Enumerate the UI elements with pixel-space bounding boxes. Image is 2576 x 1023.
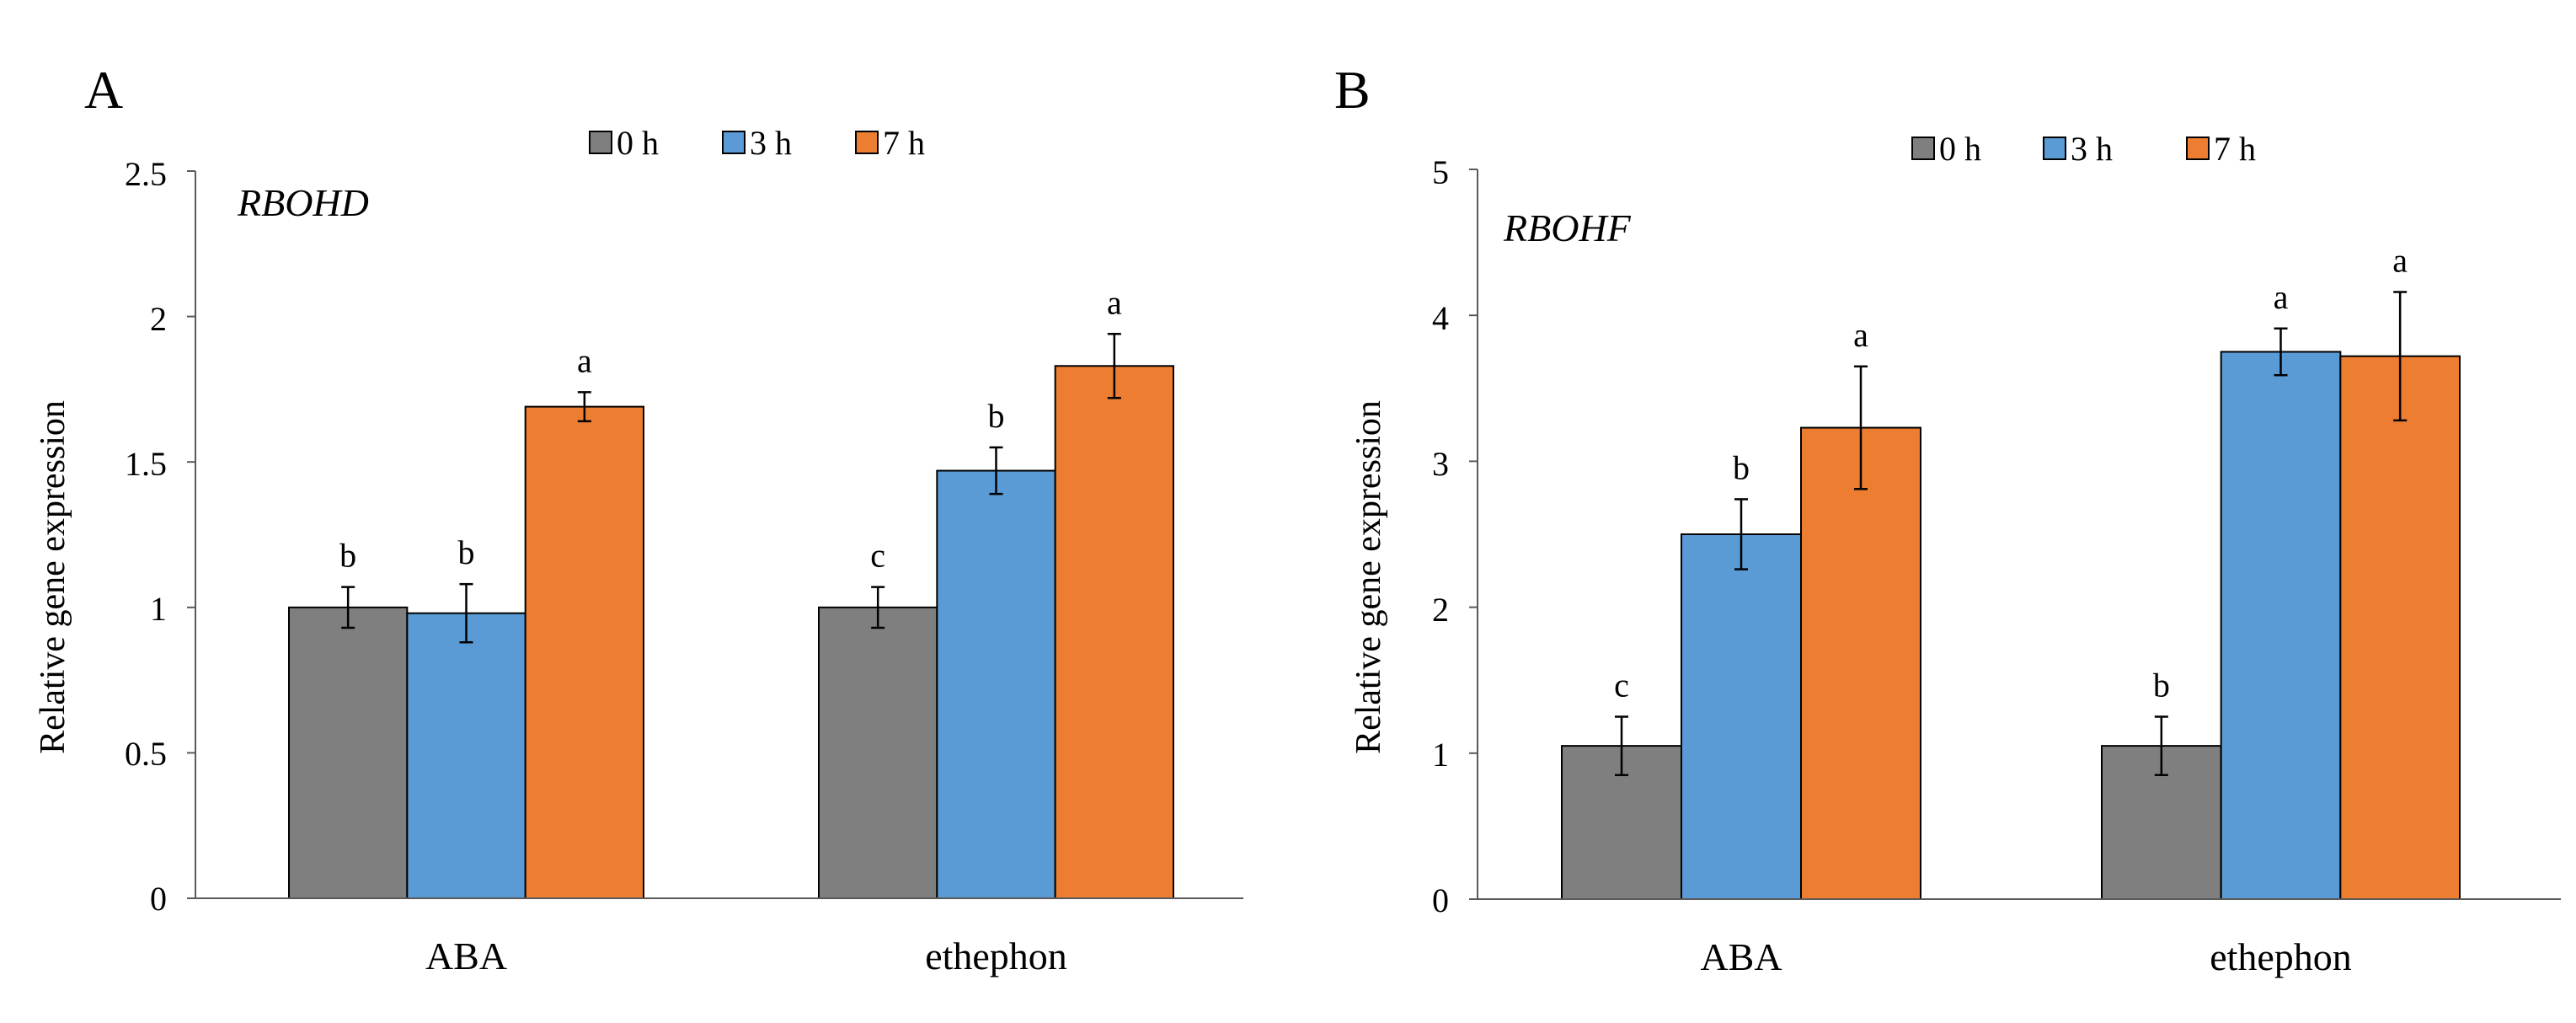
bar-aba-3h <box>1681 533 1802 900</box>
y-axis-title-a: Relative gene expression <box>34 400 72 754</box>
significance-letter-aba-0h: c <box>1614 667 1629 704</box>
y-axis-title-b: Relative gene expression <box>1349 400 1388 754</box>
bar-aba-0h <box>288 606 409 899</box>
bar-aba-7h <box>524 405 645 899</box>
gene-label-rbohf: RBOHF <box>1503 206 1632 249</box>
significance-letter-aba-3h: b <box>458 533 475 571</box>
significance-letter-ethephon-3h: b <box>988 397 1005 435</box>
legend-label-0h-b: 0 h <box>1939 130 1981 168</box>
y-tick-label-b: 3 <box>1432 445 1449 483</box>
panel-letter-b: B <box>1334 60 1371 120</box>
significance-letter-ethephon-3h: a <box>2274 278 2289 316</box>
bar-ethephon-3h <box>2220 351 2342 900</box>
bar-ethephon-7h <box>1054 365 1174 899</box>
legend-label-7h-b: 7 h <box>2214 130 2256 168</box>
bar-ethephon-7h <box>2339 355 2461 901</box>
legend-swatch-0h-a <box>589 131 612 154</box>
y-ticks-a: 0 0.5 1 1.5 2 2.5 <box>125 155 167 918</box>
legend-swatch-3h-b <box>2043 137 2066 160</box>
x-category-label: ABA <box>425 935 507 977</box>
plot-area-a: b b a ABA c b a ethephon <box>187 170 1243 977</box>
legend-swatch-3h-a <box>722 131 746 154</box>
legend-swatch-7h-a <box>855 131 879 154</box>
bar-ethephon-0h <box>818 606 938 899</box>
y-tick-label-a: 0 <box>150 880 167 918</box>
legend-swatch-0h-b <box>1911 137 1935 160</box>
bar-ethephon-3h <box>936 469 1056 900</box>
significance-letter-ethephon-0h: b <box>2153 667 2170 704</box>
significance-letter-aba-7h: a <box>1853 316 1868 354</box>
significance-letter-ethephon-7h: a <box>2392 241 2408 279</box>
y-tick-label-b: 1 <box>1432 736 1449 774</box>
legend-label-3h-a: 3 h <box>750 124 792 162</box>
legend-swatch-7h-b <box>2186 137 2210 160</box>
x-category-label: ABA <box>1700 935 1782 978</box>
y-tick-label-b: 5 <box>1432 153 1449 191</box>
significance-letter-ethephon-0h: c <box>870 537 885 575</box>
panel-a: A RBOHD Relative gene expression 0 h 3 h… <box>34 60 1243 977</box>
bar-aba-7h <box>1800 426 1921 900</box>
legend-a: 0 h 3 h 7 h <box>589 124 925 162</box>
y-tick-label-b: 0 <box>1432 881 1449 919</box>
plot-area-b: c b a ABA b a a ethephon <box>1469 169 2561 978</box>
significance-letter-aba-7h: a <box>577 341 592 379</box>
gene-label-rbohd: RBOHD <box>237 181 369 224</box>
significance-letter-ethephon-7h: a <box>1107 283 1122 321</box>
legend-label-7h-a: 7 h <box>883 124 925 162</box>
panel-b: B RBOHF Relative gene expression 0 h 3 h… <box>1334 60 2561 978</box>
y-tick-label-a: 2 <box>150 300 167 338</box>
legend-b: 0 h 3 h 7 h <box>1911 130 2256 168</box>
y-tick-label-a: 1 <box>150 590 167 628</box>
y-tick-label-b: 4 <box>1432 299 1449 337</box>
y-tick-label-a: 2.5 <box>125 155 167 193</box>
panel-letter-a: A <box>84 60 123 120</box>
y-tick-label-a: 0.5 <box>125 735 167 773</box>
y-tick-label-a: 1.5 <box>125 445 167 483</box>
x-category-label: ethephon <box>925 935 1067 977</box>
legend-label-3h-b: 3 h <box>2071 130 2113 168</box>
significance-letter-aba-0h: b <box>339 537 356 575</box>
x-category-label: ethephon <box>2210 935 2352 978</box>
legend-label-0h-a: 0 h <box>617 124 659 162</box>
significance-letter-aba-3h: b <box>1733 448 1750 486</box>
bar-aba-3h <box>406 612 526 899</box>
y-tick-label-b: 2 <box>1432 591 1449 629</box>
y-ticks-b: 0 1 2 3 4 5 <box>1432 153 1449 919</box>
